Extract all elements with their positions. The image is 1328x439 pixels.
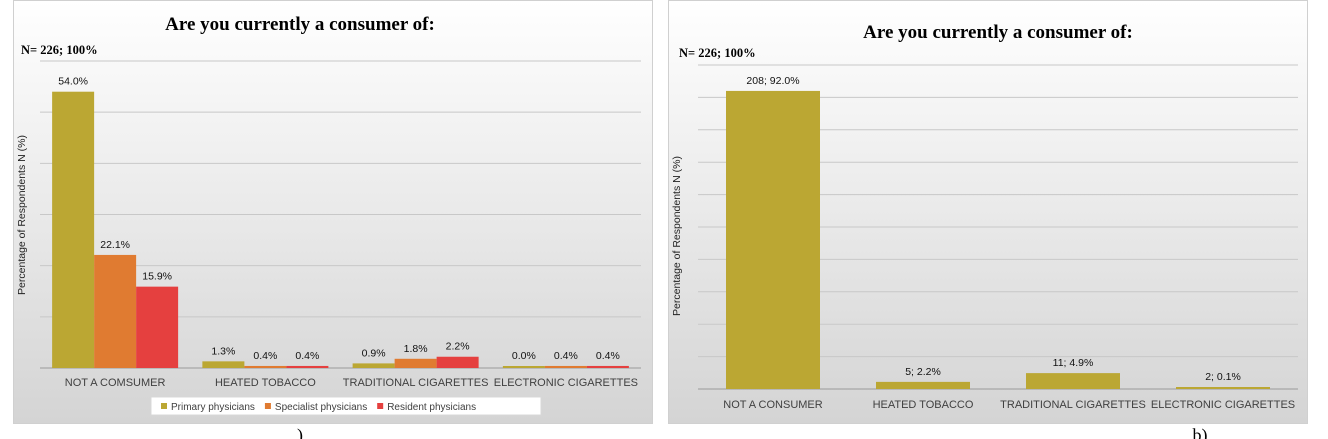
chart-a-legend-swatch bbox=[161, 403, 167, 409]
chart-b-category-label: NOT A CONSUMER bbox=[723, 399, 822, 411]
chart-a-bar bbox=[352, 363, 395, 368]
chart-a-data-label: 15.9% bbox=[142, 271, 172, 283]
chart-a-bar bbox=[544, 365, 587, 368]
chart-a-data-label: 0.4% bbox=[253, 350, 277, 362]
chart-a-y-axis-label: Percentage of Respondents N (%) bbox=[16, 135, 28, 295]
chart-a-legend-label: Primary physicians bbox=[171, 402, 255, 413]
chart-b-y-axis-label: Percentage of Respondents N (%) bbox=[671, 156, 683, 316]
chart-a-bar bbox=[502, 366, 545, 368]
chart-b-category-label: ELECTRONIC CIGARETTES bbox=[1151, 399, 1295, 411]
chart-a-bar bbox=[586, 365, 629, 368]
chart-b-bar bbox=[876, 381, 970, 389]
chart-a-data-label: 22.1% bbox=[100, 239, 130, 251]
chart-a-legend-swatch bbox=[264, 403, 271, 409]
chart-a-category-label: ELECTRONIC CIGARETTES bbox=[494, 377, 638, 389]
chart-a-sublabel: ) bbox=[297, 425, 303, 439]
chart-b-bar bbox=[1026, 373, 1120, 389]
chart-a-bar bbox=[394, 358, 437, 368]
chart-a-category-label: HEATED TOBACCO bbox=[215, 377, 316, 389]
chart-b-data-label: 2; 0.1% bbox=[1205, 371, 1241, 383]
chart-b-title: Are you currently a consumer of: bbox=[863, 22, 1133, 43]
chart-a-bar bbox=[286, 365, 329, 368]
chart-a-data-label: 1.3% bbox=[211, 345, 235, 357]
chart-a-legend-label: Specialist physicians bbox=[275, 402, 367, 413]
chart-a-bar bbox=[202, 361, 245, 368]
chart-a-data-label: 0.4% bbox=[554, 350, 578, 362]
chart-b-data-label: 11; 4.9% bbox=[1053, 357, 1094, 369]
chart-a-data-label: 2.2% bbox=[446, 341, 470, 353]
chart-a-bar bbox=[436, 356, 479, 368]
chart-b-data-label: 208; 92.0% bbox=[746, 75, 799, 87]
chart-a-sample-note: N= 226; 100% bbox=[21, 43, 98, 57]
chart-b-category-label: TRADITIONAL CIGARETTES bbox=[1000, 399, 1146, 411]
chart-b-panel: Are you currently a consumer of: N= 226; … bbox=[668, 0, 1308, 424]
chart-a-data-label: 0.4% bbox=[596, 350, 620, 362]
chart-a-data-label: 0.4% bbox=[295, 350, 319, 362]
chart-b-bar bbox=[726, 90, 820, 390]
chart-a-data-label: 0.0% bbox=[512, 350, 536, 362]
chart-a-bar bbox=[94, 254, 137, 368]
chart-a-panel: Are you currently a consumer of: N= 226; … bbox=[13, 0, 653, 424]
chart-b-bar bbox=[1176, 387, 1270, 389]
chart-a-data-label: 1.8% bbox=[404, 343, 428, 355]
chart-a-bar bbox=[244, 365, 287, 368]
chart-b-category-label: HEATED TOBACCO bbox=[873, 399, 974, 411]
chart-b-sample-note: N= 226; 100% bbox=[679, 46, 756, 60]
chart-a-data-label: 54.0% bbox=[58, 76, 88, 88]
chart-a-title: Are you currently a consumer of: bbox=[165, 14, 435, 35]
chart-a-bar bbox=[52, 91, 95, 368]
chart-a-legend-swatch bbox=[377, 403, 384, 409]
chart-a-bar bbox=[136, 286, 179, 368]
chart-a-svg: Are you currently a consumer of: N= 226; … bbox=[13, 0, 653, 424]
chart-b-svg: Are you currently a consumer of: N= 226; … bbox=[668, 0, 1308, 424]
chart-a-category-label: NOT A COMSUMER bbox=[65, 377, 166, 389]
chart-a-data-label: 0.9% bbox=[362, 347, 386, 359]
chart-a-category-label: TRADITIONAL CIGARETTES bbox=[343, 377, 489, 389]
chart-a-legend-label: Resident physicians bbox=[387, 402, 476, 413]
chart-b-data-label: 5; 2.2% bbox=[905, 366, 941, 378]
chart-b-sublabel: b) bbox=[1192, 425, 1208, 439]
chart-a-legend-box bbox=[150, 396, 542, 416]
